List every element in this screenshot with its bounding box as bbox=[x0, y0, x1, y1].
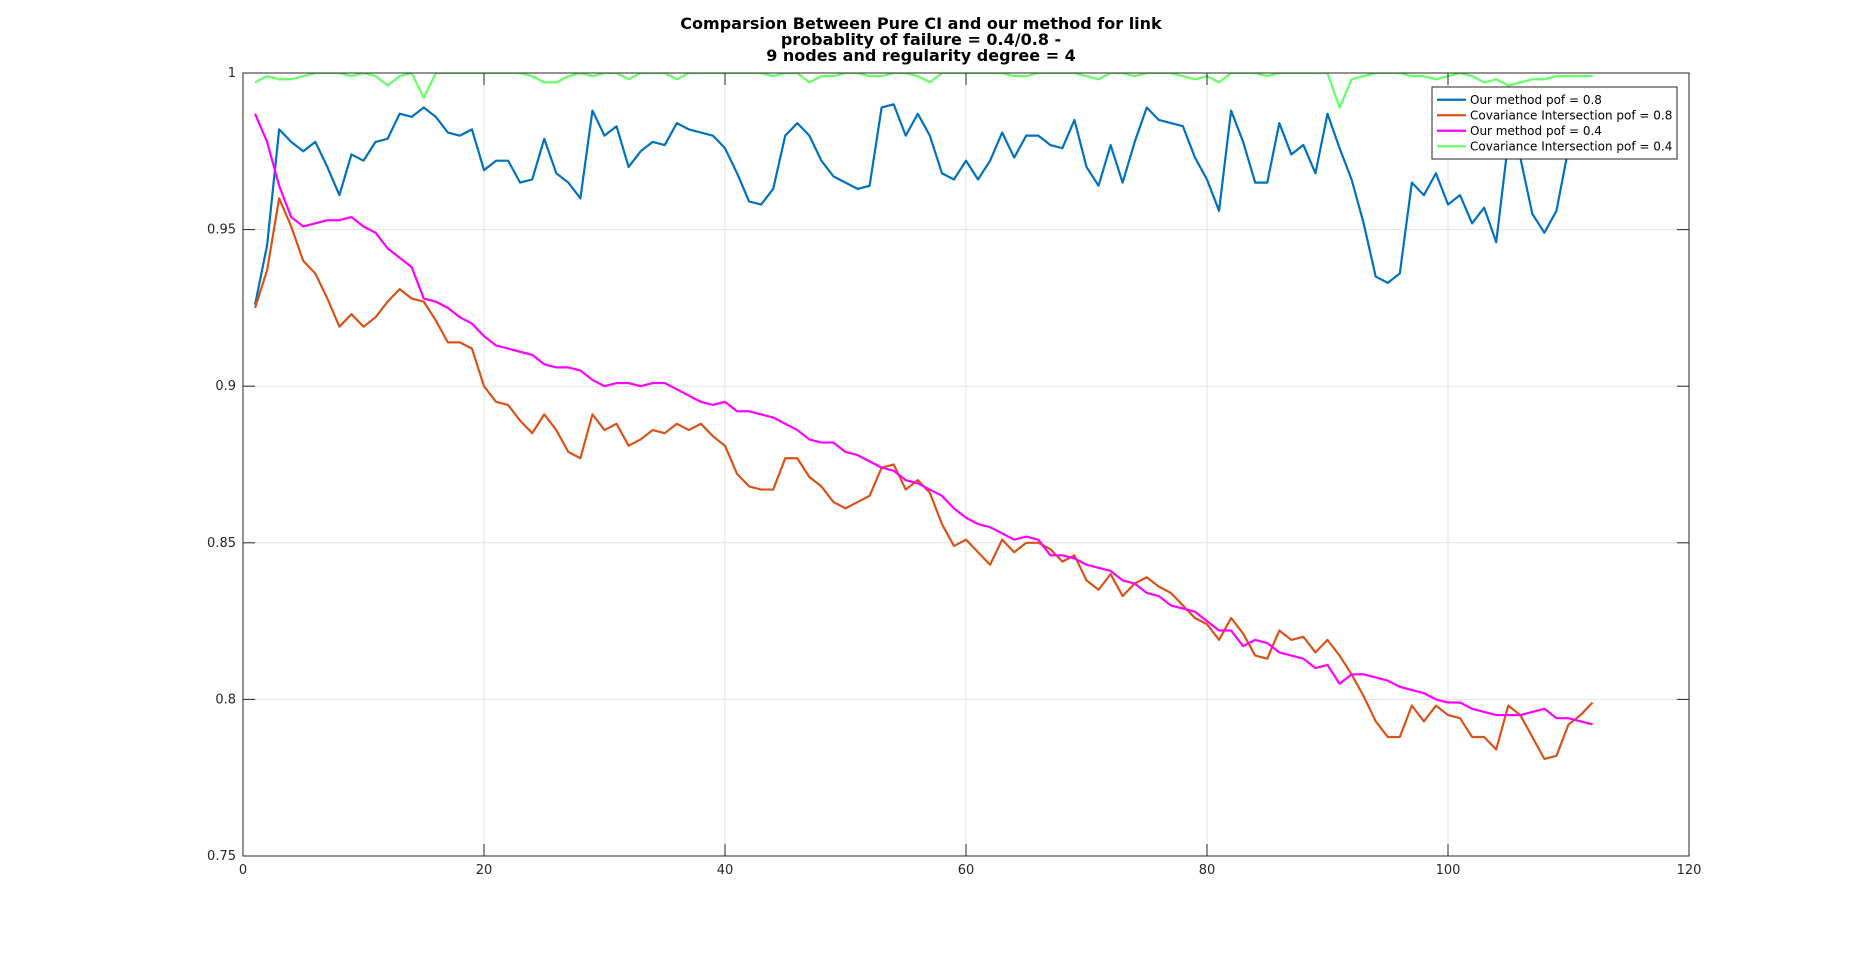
y-tick-label: 0.8 bbox=[215, 692, 236, 707]
series-line-4 bbox=[254, 73, 1593, 109]
y-tick-label: 0.75 bbox=[207, 849, 236, 864]
axis-ticks: 0 20 40 60 80 100 120 0.75 0.8 0.85 0.9 0.95 1 bbox=[207, 66, 1701, 878]
title-line-1: Comparsion Between Pure CI and our metho… bbox=[680, 14, 1162, 33]
y-tick-label: 0.85 bbox=[207, 536, 236, 551]
chart-title: Comparsion Between Pure CI and our metho… bbox=[680, 14, 1162, 65]
y-tick-label: 1 bbox=[228, 66, 236, 81]
x-tick-label: 100 bbox=[1436, 863, 1461, 878]
x-tick-label: 20 bbox=[476, 863, 493, 878]
x-tick-label: 80 bbox=[1199, 863, 1216, 878]
y-tick-label: 0.9 bbox=[215, 379, 236, 394]
legend-label: Covariance Intersection pof = 0.4 bbox=[1470, 139, 1672, 153]
x-tick-label: 120 bbox=[1677, 863, 1702, 878]
series-line-3 bbox=[254, 113, 1593, 726]
series-layer bbox=[253, 73, 1594, 761]
legend-label: Our method pof = 0.4 bbox=[1470, 124, 1602, 138]
x-tick-label: 0 bbox=[239, 863, 247, 878]
legend-label: Covariance Intersection pof = 0.8 bbox=[1470, 108, 1672, 122]
x-tick-label: 40 bbox=[717, 863, 734, 878]
y-tick-label: 0.95 bbox=[207, 223, 236, 238]
series-line-1 bbox=[253, 103, 1593, 305]
legend-box bbox=[1431, 86, 1678, 160]
legend-label: Our method pof = 0.8 bbox=[1470, 93, 1602, 107]
x-tick-label: 60 bbox=[958, 863, 975, 878]
title-line-2: probablity of failure = 0.4/0.8 - bbox=[781, 30, 1061, 49]
title-line-3: 9 nodes and regularity degree = 4 bbox=[766, 46, 1076, 65]
